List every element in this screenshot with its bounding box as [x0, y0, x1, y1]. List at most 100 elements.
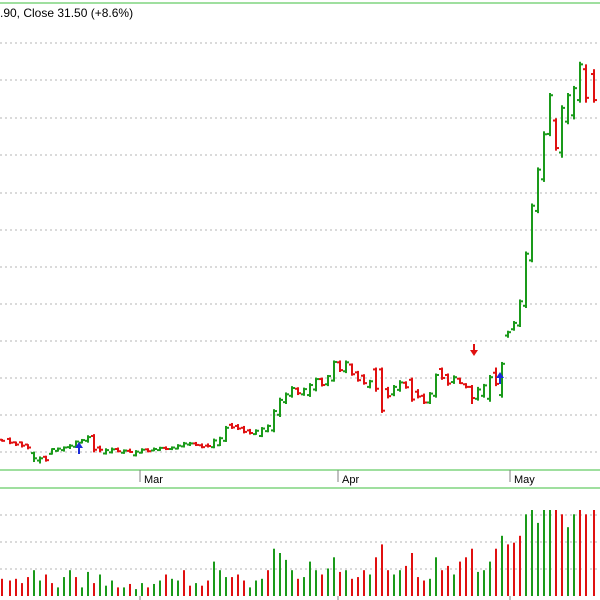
price-bar — [313, 377, 319, 392]
price-bar — [427, 392, 433, 404]
price-bar — [457, 377, 463, 385]
signal-arrows — [75, 344, 504, 454]
price-bar — [511, 321, 517, 331]
buy-arrow-icon — [496, 372, 504, 384]
price-bar — [31, 451, 37, 463]
price-bar — [25, 443, 31, 450]
price-bar — [61, 446, 67, 452]
price-bar — [67, 444, 73, 450]
price-bar — [397, 380, 403, 392]
price-bar — [591, 69, 597, 103]
arrow-head — [470, 350, 478, 356]
price-bar — [235, 424, 241, 431]
month-label: Apr — [342, 474, 359, 486]
price-bar — [19, 441, 25, 448]
price-bar — [325, 374, 331, 387]
price-bar — [169, 446, 175, 451]
price-bar — [277, 397, 283, 418]
price-bar — [463, 383, 469, 389]
volume-grid — [0, 514, 600, 570]
price-bar — [283, 392, 289, 404]
price-bar — [523, 251, 529, 309]
price-bar — [559, 105, 565, 158]
price-bar — [577, 61, 583, 103]
price-bar — [469, 385, 475, 404]
price-bar — [205, 443, 211, 448]
price-bar — [571, 85, 577, 120]
price-bar — [223, 425, 229, 442]
arrow-head — [75, 442, 83, 448]
volume-bars — [1, 510, 595, 596]
price-bar — [253, 429, 259, 436]
price-bar — [535, 167, 541, 214]
price-bar — [493, 367, 499, 387]
price-bar — [133, 450, 139, 457]
price-bars — [0, 61, 597, 464]
price-bar — [409, 377, 415, 402]
price-bar — [451, 375, 457, 384]
price-bar — [379, 367, 385, 413]
price-bar — [127, 448, 133, 453]
price-bar — [91, 434, 97, 453]
price-bar — [259, 427, 265, 438]
price-bar — [289, 386, 295, 398]
arrow-head — [496, 372, 504, 378]
price-bar — [247, 428, 253, 435]
price-bar — [181, 441, 187, 448]
price-bar — [433, 373, 439, 398]
price-bar — [115, 447, 121, 453]
price-bar — [301, 387, 307, 396]
price-bar — [49, 448, 55, 455]
price-bar — [361, 374, 367, 385]
price-bar — [517, 299, 523, 327]
month-axis: Mar Apr May — [139, 470, 535, 600]
price-bar — [529, 203, 535, 263]
price-bar — [553, 118, 559, 151]
price-bar — [439, 367, 445, 380]
price-bar — [541, 131, 547, 182]
price-bar — [157, 446, 163, 452]
price-grid — [0, 42, 600, 453]
price-bar — [343, 360, 349, 374]
price-bar — [547, 93, 553, 137]
price-bar — [0, 438, 5, 442]
price-bar — [43, 455, 49, 462]
price-bar — [229, 422, 235, 429]
price-bar — [13, 441, 19, 447]
price-bar — [7, 437, 13, 445]
price-bar — [367, 379, 373, 389]
price-bar — [265, 424, 271, 433]
price-bar — [241, 425, 247, 434]
month-label: Mar — [144, 474, 163, 486]
price-bar — [85, 435, 91, 443]
price-bar — [163, 446, 169, 451]
price-bar — [391, 385, 397, 397]
price-bar — [373, 367, 379, 392]
price-bar — [487, 374, 493, 402]
price-bar — [355, 370, 361, 382]
month-label: May — [514, 474, 535, 486]
price-bar — [505, 330, 511, 338]
price-bar — [109, 447, 115, 454]
price-bar — [187, 441, 193, 447]
price-bar — [55, 447, 61, 452]
panel-borders — [0, 2, 600, 489]
price-bar — [403, 381, 409, 389]
price-bar — [565, 93, 571, 125]
price-bar — [193, 441, 199, 447]
price-header-text: .90, Close 31.50 (+8.6%) — [0, 6, 133, 20]
price-bar — [175, 444, 181, 450]
price-bar — [151, 447, 157, 452]
price-bar — [583, 64, 589, 103]
price-bar — [475, 386, 481, 401]
price-bar — [499, 361, 505, 398]
price-bar — [385, 386, 391, 399]
price-bar — [307, 383, 313, 397]
price-bar — [217, 436, 223, 447]
price-bar — [79, 438, 85, 444]
price-bar — [73, 440, 79, 448]
price-bar — [481, 383, 487, 398]
sell-arrow-icon — [470, 344, 478, 356]
price-bar — [199, 443, 205, 449]
